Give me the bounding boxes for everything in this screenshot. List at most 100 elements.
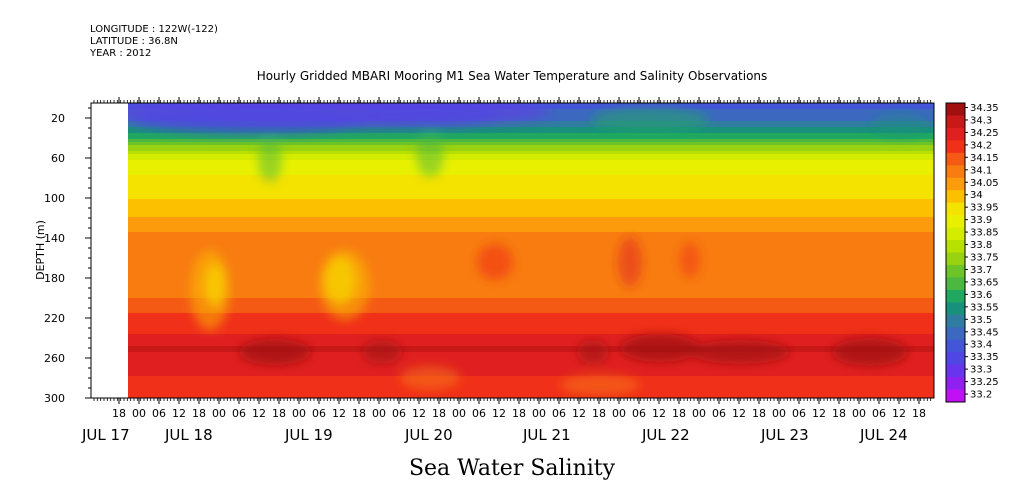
x-hour-label: 00 xyxy=(772,407,786,420)
colorbar-swatch xyxy=(946,152,965,166)
x-hour-label: 06 xyxy=(632,407,646,420)
salinity-feature xyxy=(560,375,640,395)
colorbar-swatch xyxy=(946,364,965,378)
depth-band xyxy=(128,181,934,185)
depth-band xyxy=(128,334,934,338)
depth-band xyxy=(128,202,934,206)
depth-band xyxy=(128,193,934,197)
colorbar-label: 33.8 xyxy=(970,240,992,251)
x-hour-label: 12 xyxy=(412,407,426,420)
depth-band xyxy=(128,316,934,320)
depth-band xyxy=(128,199,934,203)
x-hour-label: 06 xyxy=(152,407,166,420)
depth-band xyxy=(128,301,934,305)
depth-band xyxy=(128,205,934,209)
x-hour-label: 00 xyxy=(452,407,466,420)
depth-band xyxy=(128,373,934,377)
longitude-label: LONGITUDE : 122W(-122) xyxy=(90,24,218,35)
y-axis-label: DEPTH (m) xyxy=(34,220,47,280)
depth-band xyxy=(128,163,934,167)
x-axis-label: Sea Water Salinity xyxy=(409,456,616,481)
depth-band xyxy=(128,346,934,350)
colorbar-swatch xyxy=(946,327,965,341)
colorbar-swatch xyxy=(946,352,965,366)
depth-band xyxy=(128,259,934,263)
salinity-feature xyxy=(400,366,460,390)
colorbar-label: 34.3 xyxy=(970,115,992,126)
depth-band xyxy=(128,169,934,173)
salinity-feature xyxy=(416,133,444,177)
colorbar-label: 33.9 xyxy=(970,215,992,226)
depth-band xyxy=(128,127,934,131)
depth-band xyxy=(128,130,934,134)
depth-band xyxy=(128,304,934,308)
no-data-region xyxy=(92,103,128,398)
salinity-feature xyxy=(618,237,642,287)
x-hour-label: 18 xyxy=(672,407,686,420)
depth-band xyxy=(128,271,934,275)
depth-band xyxy=(128,385,934,389)
colorbar-label: 34.2 xyxy=(970,140,992,151)
salinity-feature xyxy=(832,338,908,366)
x-hour-label: 06 xyxy=(472,407,486,420)
depth-band xyxy=(128,229,934,233)
depth-band xyxy=(128,349,934,353)
depth-band xyxy=(128,118,934,122)
colorbar-swatch xyxy=(946,215,965,228)
y-tick-label: 220 xyxy=(44,312,65,325)
depth-band xyxy=(128,166,934,170)
depth-band xyxy=(128,154,934,158)
depth-band xyxy=(128,331,934,335)
colorbar-label: 33.6 xyxy=(970,290,992,301)
salinity-feature xyxy=(577,340,609,364)
depth-band xyxy=(128,322,934,326)
colorbar-label: 33.95 xyxy=(970,203,999,214)
y-tick-label: 300 xyxy=(44,392,65,405)
depth-band xyxy=(128,337,934,341)
colorbar-frame xyxy=(945,102,966,403)
x-hour-label: 06 xyxy=(392,407,406,420)
depth-band xyxy=(128,103,934,107)
colorbar-swatch xyxy=(946,227,965,241)
x-hour-label: 00 xyxy=(292,407,306,420)
depth-band xyxy=(128,190,934,194)
x-hour-label: 12 xyxy=(652,407,666,420)
colorbar-swatch xyxy=(946,177,965,191)
depth-band xyxy=(128,319,934,323)
salinity-feature xyxy=(320,250,370,320)
depth-band xyxy=(128,139,934,143)
x-hour-label: 00 xyxy=(852,407,866,420)
depth-band xyxy=(128,151,934,155)
colorbar-label: 33.45 xyxy=(970,327,999,338)
depth-band xyxy=(128,376,934,380)
x-hour-label: 00 xyxy=(612,407,626,420)
depth-band xyxy=(128,142,934,146)
depth-band xyxy=(128,391,934,395)
colorbar-swatch xyxy=(946,314,965,328)
colorbar-label: 34.1 xyxy=(970,165,992,176)
colorbar-label: 33.75 xyxy=(970,253,999,264)
plot-area xyxy=(92,103,934,398)
colorbar-swatch xyxy=(946,103,965,116)
x-hour-label: 18 xyxy=(352,407,366,420)
colorbar-label: 33.4 xyxy=(970,340,992,351)
depth-band xyxy=(128,148,934,152)
depth-band xyxy=(128,250,934,254)
colorbar-swatch xyxy=(946,302,965,316)
colorbar-swatch xyxy=(946,202,965,216)
depth-band xyxy=(128,382,934,386)
colorbar-label: 33.55 xyxy=(970,302,999,313)
x-hour-label: 12 xyxy=(732,407,746,420)
depth-band xyxy=(128,280,934,284)
x-day-label: JUL 22 xyxy=(641,426,690,444)
x-hour-label: 18 xyxy=(432,407,446,420)
depth-band xyxy=(128,358,934,362)
depth-band xyxy=(128,370,934,374)
depth-band xyxy=(128,232,934,236)
depth-band xyxy=(128,172,934,176)
colorbar-label: 33.25 xyxy=(970,377,999,388)
depth-band xyxy=(128,313,934,317)
x-hour-label: 00 xyxy=(372,407,386,420)
depth-band xyxy=(128,217,934,221)
